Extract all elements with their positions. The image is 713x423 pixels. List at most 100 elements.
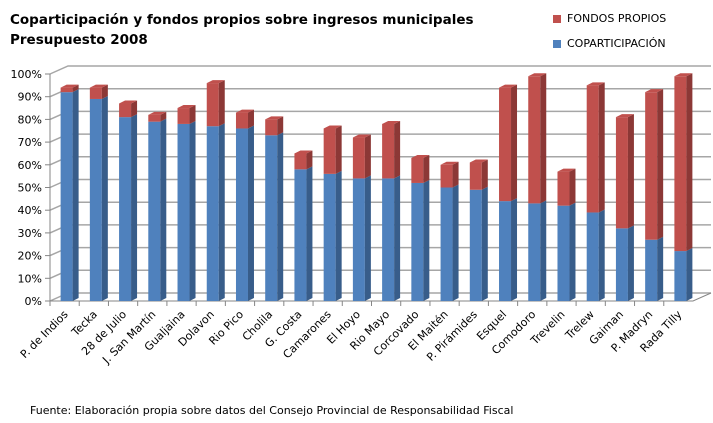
bar-side — [452, 161, 459, 188]
bar-side — [335, 170, 342, 301]
bar-coparticipacion — [440, 187, 453, 301]
y-tick-label: 80% — [18, 113, 42, 126]
bar-side — [511, 84, 518, 202]
bar-side — [540, 73, 547, 204]
bar-top — [411, 154, 430, 158]
y-tick-label: 50% — [18, 182, 42, 195]
bar-side — [131, 100, 138, 118]
bar-coparticipacion — [294, 169, 307, 301]
bar-side — [657, 236, 664, 301]
bar-side — [247, 125, 254, 301]
bar-coparticipacion — [411, 182, 424, 301]
bar-fondos-propios — [499, 87, 512, 202]
bar-side — [364, 134, 371, 179]
y-tick-label: 90% — [18, 91, 42, 104]
bar-side — [101, 84, 108, 99]
bar-side — [189, 105, 196, 124]
gridline — [49, 87, 711, 98]
bar-side — [189, 120, 196, 301]
bar-side — [511, 198, 518, 301]
bar-fondos-propios — [294, 153, 307, 170]
bar-top — [528, 73, 547, 77]
bar-side — [306, 166, 313, 301]
y-tick-label: 70% — [18, 136, 42, 149]
bar-side — [247, 109, 254, 129]
chart-subtitle: Presupuesto 2008 — [10, 32, 148, 48]
bar-coparticipacion — [674, 251, 687, 301]
bar-top — [294, 150, 313, 154]
bar-coparticipacion — [177, 123, 190, 301]
bar-side — [686, 73, 693, 252]
bar-top — [352, 134, 371, 138]
bar-coparticipacion — [119, 117, 132, 301]
bar-side — [277, 116, 284, 136]
bar-fondos-propios — [206, 83, 219, 127]
legend-swatch — [553, 14, 561, 23]
bar-fondos-propios — [469, 162, 482, 190]
bar-coparticipacion — [615, 228, 628, 301]
bar-side — [481, 159, 488, 190]
y-tick-label: 0% — [25, 295, 42, 308]
bar-fondos-propios — [60, 87, 73, 93]
bar-top — [89, 84, 108, 88]
bar-coparticipacion — [586, 212, 599, 301]
legend-item-coparticipacion: COPARTICIPACIÓN — [553, 37, 666, 50]
bar-fondos-propios — [411, 157, 424, 183]
chart-title: Coparticipación y fondos propios sobre i… — [10, 12, 474, 28]
bar-top — [440, 161, 459, 165]
bar-side — [598, 82, 605, 213]
bar-top — [499, 84, 518, 88]
bar-fondos-propios — [89, 87, 102, 99]
bar-side — [160, 118, 167, 301]
bar-side — [481, 186, 488, 301]
bar-top — [177, 105, 196, 109]
bar-side — [452, 184, 459, 301]
bar-side — [364, 175, 371, 301]
bar-top — [119, 100, 138, 104]
bar-coparticipacion — [499, 201, 512, 301]
bar-fondos-propios — [645, 92, 658, 240]
bar-side — [686, 248, 693, 301]
bar-side — [131, 114, 138, 301]
bar-side — [335, 125, 342, 174]
bar-fondos-propios — [235, 112, 248, 129]
bar-fondos-propios — [440, 164, 453, 188]
bar-side — [277, 132, 284, 301]
bar-side — [72, 89, 79, 301]
legend-item-fondos-propios: FONDOS PROPIOS — [553, 12, 666, 25]
bar-coparticipacion — [89, 98, 102, 301]
bar-coparticipacion — [60, 92, 73, 301]
bar-side — [394, 175, 401, 301]
bar-coparticipacion — [235, 128, 248, 301]
bar-side — [540, 200, 547, 301]
y-tick-label: 20% — [18, 250, 42, 263]
bar-coparticipacion — [265, 135, 278, 301]
y-tick-label: 100% — [11, 68, 42, 81]
bar-side — [627, 114, 634, 229]
bar-side — [160, 111, 167, 122]
bar-fondos-propios — [265, 119, 278, 136]
bar-top — [586, 82, 605, 86]
bar-side — [72, 84, 79, 93]
bar-fondos-propios — [674, 76, 687, 252]
bar-top — [469, 159, 488, 163]
bar-side — [657, 89, 664, 240]
bar-side — [598, 209, 605, 301]
y-tick-label: 30% — [18, 227, 42, 240]
bar-side — [423, 179, 430, 301]
x-tick-label: P. de Indios — [18, 308, 71, 361]
bar-side — [569, 202, 576, 301]
bar-coparticipacion — [206, 126, 219, 302]
bar-top — [265, 116, 284, 120]
bar-side — [306, 150, 313, 170]
y-tick-label: 40% — [18, 204, 42, 217]
bar-top — [615, 114, 634, 118]
bar-fondos-propios — [323, 128, 336, 174]
legend-swatch — [553, 39, 561, 48]
bar-coparticipacion — [382, 178, 395, 301]
bar-top — [148, 111, 167, 115]
bar-top — [60, 84, 79, 88]
bar-coparticipacion — [645, 239, 658, 301]
